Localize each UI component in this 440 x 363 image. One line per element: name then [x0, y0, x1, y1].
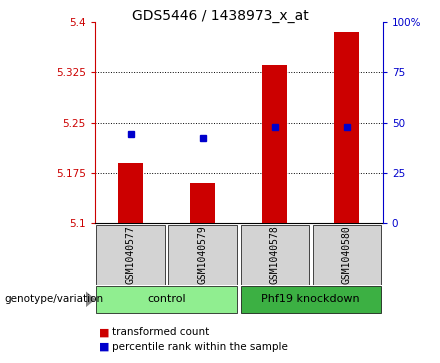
Bar — [262, 65, 287, 223]
Text: transformed count: transformed count — [112, 327, 209, 337]
Bar — [96, 286, 237, 313]
Bar — [312, 225, 381, 285]
Text: GSM1040579: GSM1040579 — [198, 226, 208, 284]
Text: control: control — [147, 294, 186, 305]
Text: genotype/variation: genotype/variation — [4, 294, 103, 305]
Text: GDS5446 / 1438973_x_at: GDS5446 / 1438973_x_at — [132, 9, 308, 23]
Bar — [190, 183, 215, 223]
Bar — [169, 225, 237, 285]
Bar — [96, 225, 165, 285]
Text: GSM1040577: GSM1040577 — [126, 226, 136, 284]
Text: ■: ■ — [99, 342, 110, 352]
Text: GSM1040580: GSM1040580 — [342, 226, 352, 284]
Polygon shape — [86, 291, 95, 307]
Text: GSM1040578: GSM1040578 — [270, 226, 280, 284]
Bar — [118, 163, 143, 223]
Text: Phf19 knockdown: Phf19 knockdown — [261, 294, 360, 305]
Bar — [241, 225, 309, 285]
Bar — [241, 286, 381, 313]
Text: percentile rank within the sample: percentile rank within the sample — [112, 342, 288, 352]
Text: ■: ■ — [99, 327, 110, 337]
Bar — [334, 32, 359, 223]
